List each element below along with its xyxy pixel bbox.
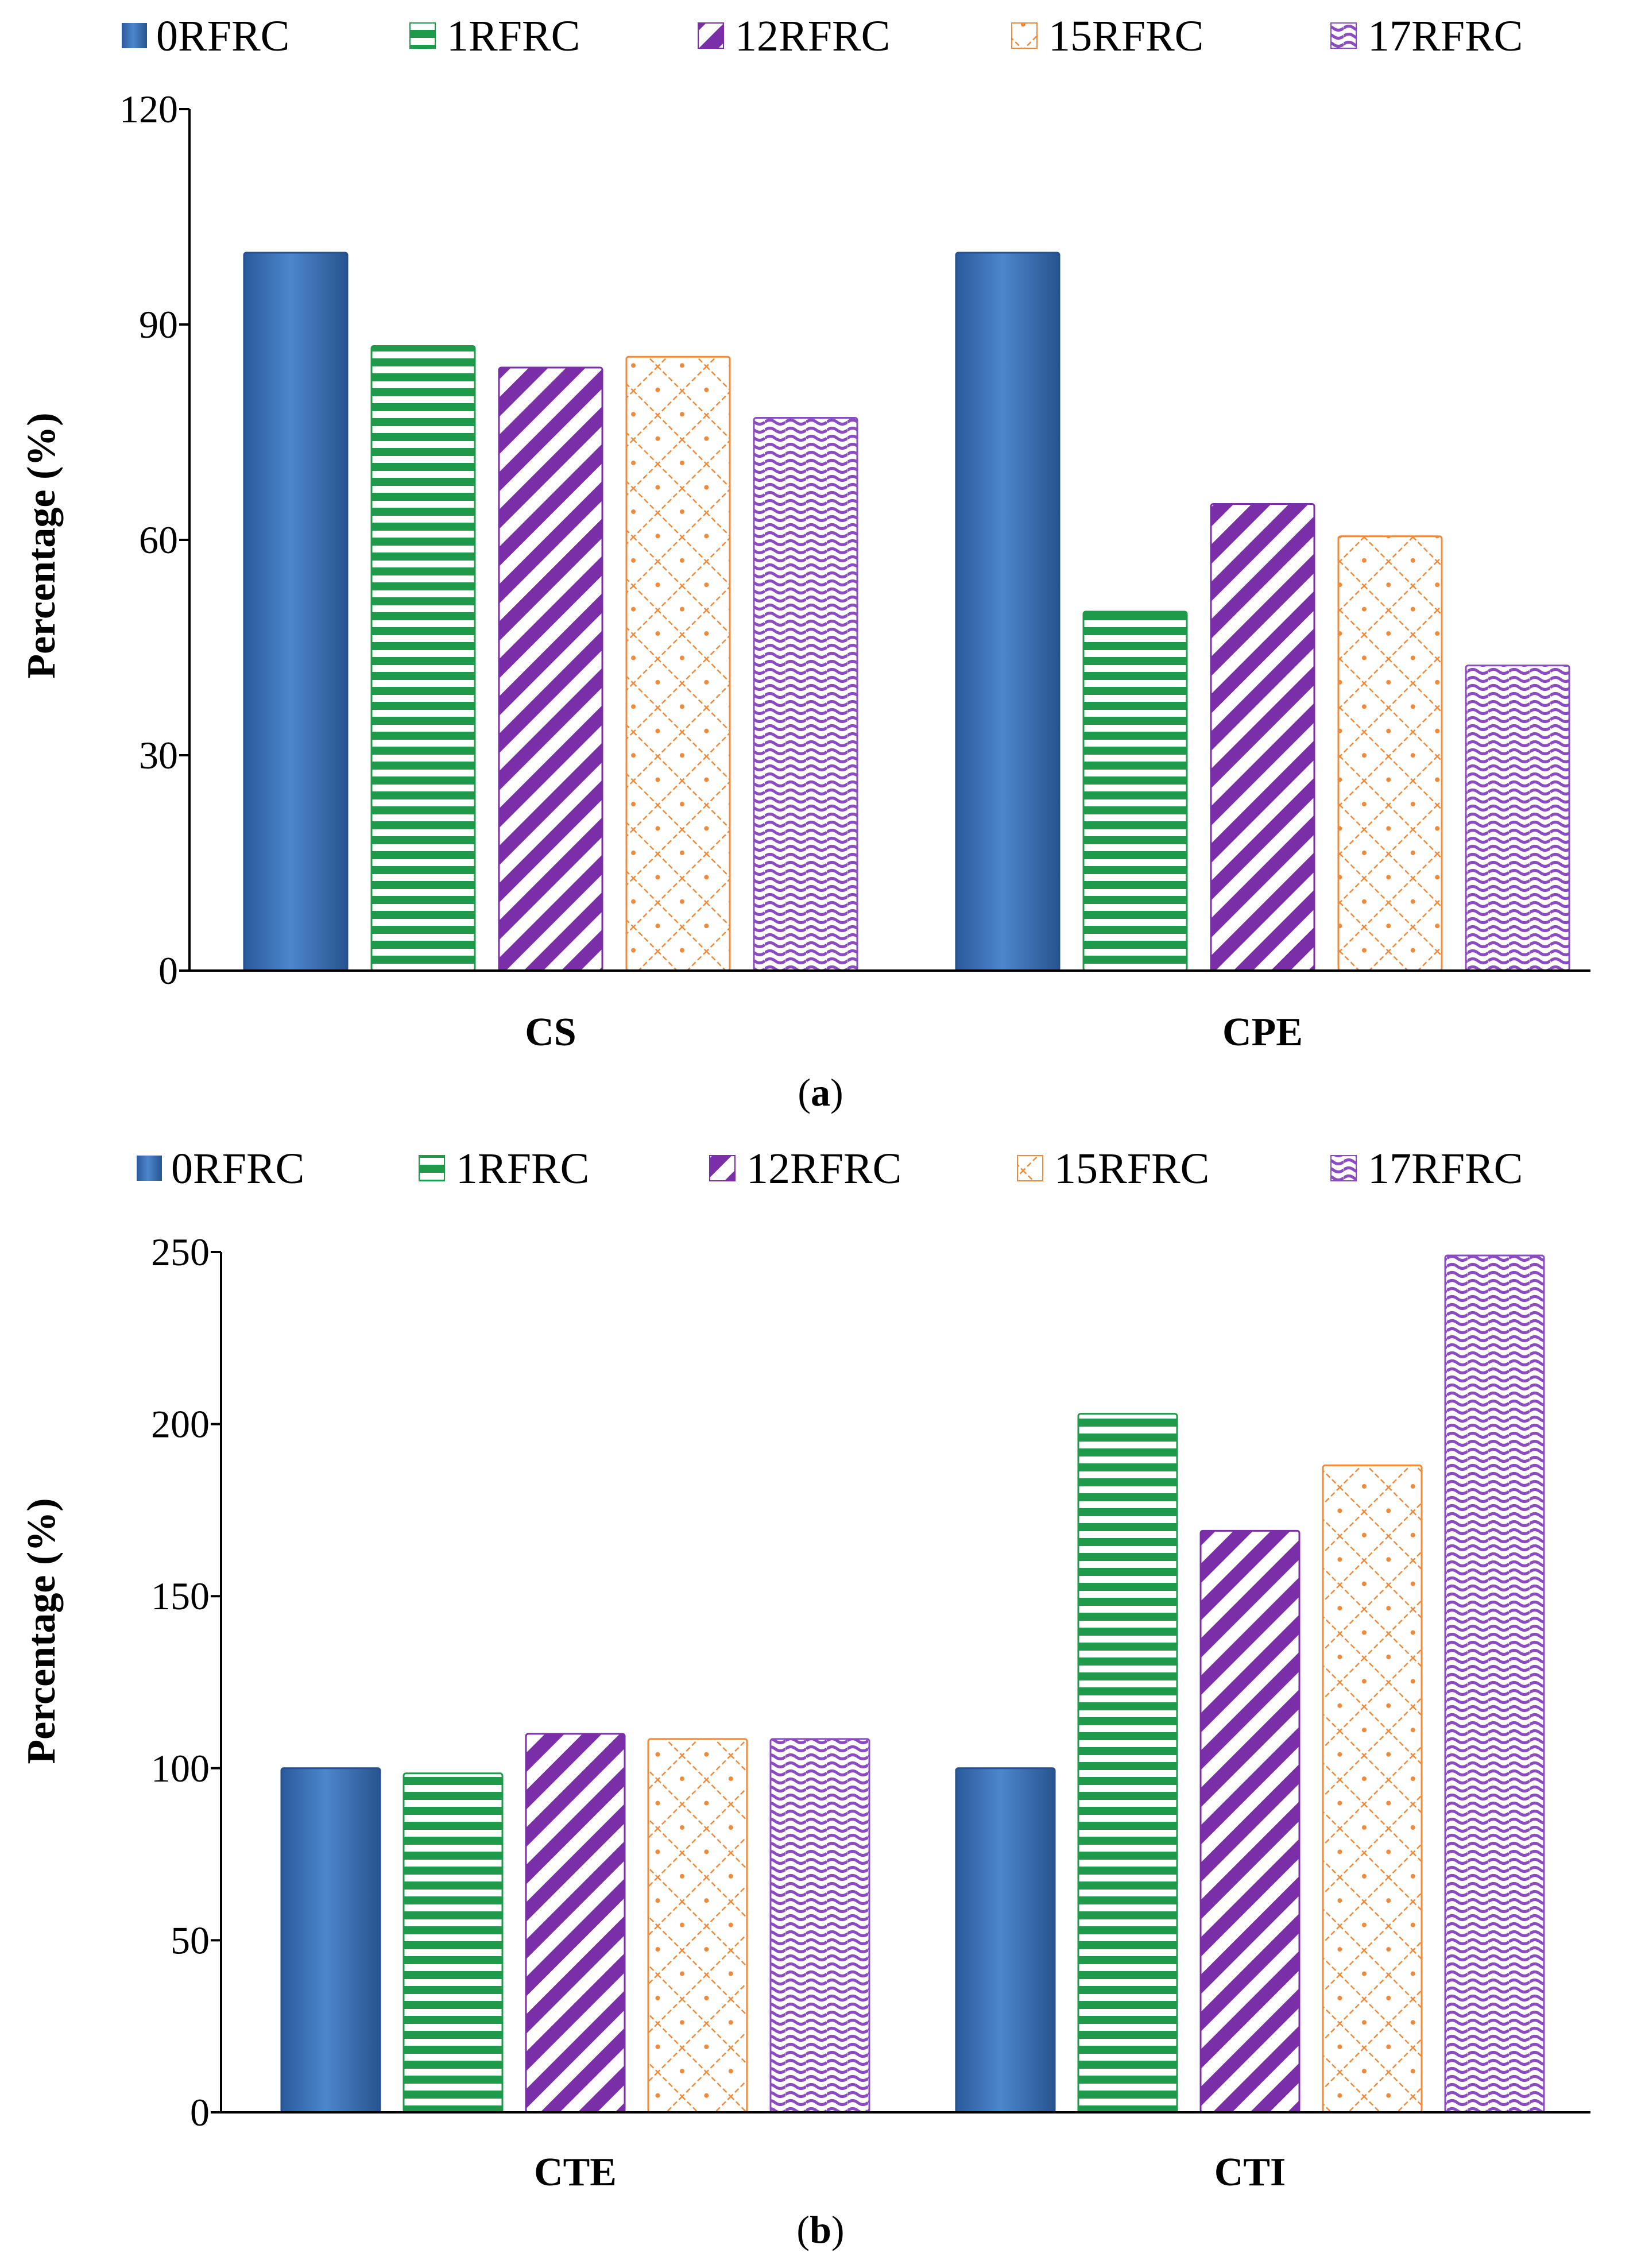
category-label-b: CTI <box>1214 2150 1286 2194</box>
legend-label-1rfrc: 1RFRC <box>447 12 580 60</box>
panel-a: 0RFRC 1RFRC 12RFRC 15RFRC 17RFRC Percent… <box>20 12 1590 1114</box>
plot-a-bars <box>243 252 1570 972</box>
bar-b-cte-1rfrc <box>402 1772 504 2114</box>
bar-b-cti-12rfrc <box>1199 1529 1301 2114</box>
legend-swatch-1rfrc <box>419 1155 445 1181</box>
bar-a-cpe-15rfrc <box>1337 535 1443 972</box>
y-tick-label-b: 250 <box>151 1230 210 1274</box>
legend-a: 0RFRC 1RFRC 12RFRC 15RFRC 17RFRC <box>122 12 1523 60</box>
legend-item-12rfrc: 12RFRC <box>698 12 890 60</box>
y-tick-label-a: 0 <box>158 949 178 992</box>
plot-b-bars <box>280 1254 1545 2114</box>
bar-b-cte-12rfrc <box>525 1733 626 2114</box>
legend-label-17rfrc: 17RFRC <box>1368 12 1523 60</box>
y-axis-label-b: Percentage (%) <box>20 1498 64 1764</box>
legend-item-12rfrc: 12RFRC <box>709 1145 901 1193</box>
y-tick-label-b: 50 <box>171 1918 210 1962</box>
legend-label-15rfrc: 15RFRC <box>1048 12 1203 60</box>
bar-a-cpe-17rfrc <box>1465 664 1570 972</box>
legend-item-1rfrc: 1RFRC <box>419 1145 589 1193</box>
legend-label-0rfrc: 0RFRC <box>156 12 289 60</box>
legend-swatch-0rfrc <box>137 1156 162 1181</box>
bar-b-cte-0rfrc <box>280 1767 381 2114</box>
y-tick-label-b: 0 <box>190 2091 210 2134</box>
legend-item-0rfrc: 0RFRC <box>137 1145 304 1193</box>
legend-item-1rfrc: 1RFRC <box>409 12 580 60</box>
bar-a-cs-0rfrc <box>243 252 349 972</box>
legend-label-17rfrc: 17RFRC <box>1368 1145 1523 1193</box>
y-tick-label-a: 30 <box>139 733 178 777</box>
legend-swatch-15rfrc <box>1011 22 1038 49</box>
legend-item-15rfrc: 15RFRC <box>1017 1145 1209 1193</box>
y-tick-label-a: 120 <box>119 87 178 131</box>
panel-caption-a: (a) <box>798 1071 843 1114</box>
legend-b: 0RFRC 1RFRC 12RFRC 15RFRC 17RFRC <box>137 1145 1523 1193</box>
legend-swatch-1rfrc <box>409 22 436 49</box>
plot-a-axes: 0 30 60 90 120 CS CPE <box>119 87 1590 1054</box>
legend-item-17rfrc: 17RFRC <box>1330 12 1523 60</box>
bar-b-cte-15rfrc <box>647 1738 748 2114</box>
legend-item-15rfrc: 15RFRC <box>1011 12 1203 60</box>
bar-b-cti-1rfrc <box>1077 1413 1178 2114</box>
y-axis-label-a: Percentage (%) <box>20 412 64 678</box>
category-label-b: CTE <box>534 2150 617 2194</box>
legend-label-1rfrc: 1RFRC <box>456 1145 589 1193</box>
legend-swatch-15rfrc <box>1017 1155 1043 1181</box>
bar-a-cpe-0rfrc <box>955 252 1061 972</box>
category-label-a: CPE <box>1222 1010 1303 1054</box>
legend-swatch-0rfrc <box>122 23 147 48</box>
legend-label-0rfrc: 0RFRC <box>171 1145 304 1193</box>
bar-a-cpe-1rfrc <box>1082 611 1188 972</box>
bar-b-cte-17rfrc <box>769 1738 870 2114</box>
y-tick-label-b: 100 <box>151 1747 210 1790</box>
y-tick-label-a: 60 <box>139 518 178 562</box>
bar-a-cs-17rfrc <box>753 417 858 972</box>
bar-b-cti-15rfrc <box>1322 1465 1423 2114</box>
plot-b-axes: 0 50 100 150 200 250 CTE CTI <box>151 1230 1590 2194</box>
y-tick-label-b: 150 <box>151 1574 210 1618</box>
bar-a-cs-12rfrc <box>498 366 603 972</box>
y-tick-label-a: 90 <box>139 303 178 346</box>
bar-b-cti-17rfrc <box>1444 1254 1545 2114</box>
legend-item-17rfrc: 17RFRC <box>1330 1145 1523 1193</box>
bar-a-cs-15rfrc <box>625 356 731 972</box>
legend-swatch-17rfrc <box>1330 22 1357 49</box>
bar-b-cti-0rfrc <box>955 1767 1056 2114</box>
panel-caption-b: (b) <box>796 2208 844 2251</box>
legend-label-12rfrc: 12RFRC <box>735 12 890 60</box>
panel-b: 0RFRC 1RFRC 12RFRC 15RFRC 17RFRC Percent… <box>20 1145 1590 2251</box>
legend-label-12rfrc: 12RFRC <box>746 1145 901 1193</box>
legend-label-15rfrc: 15RFRC <box>1054 1145 1209 1193</box>
bar-a-cpe-12rfrc <box>1210 503 1315 972</box>
legend-swatch-12rfrc <box>698 22 724 49</box>
y-tick-label-b: 200 <box>151 1402 210 1446</box>
legend-swatch-17rfrc <box>1330 1155 1357 1181</box>
category-label-a: CS <box>525 1010 576 1054</box>
legend-swatch-12rfrc <box>709 1155 736 1181</box>
bar-a-cs-1rfrc <box>370 345 476 972</box>
legend-item-0rfrc: 0RFRC <box>122 12 289 60</box>
